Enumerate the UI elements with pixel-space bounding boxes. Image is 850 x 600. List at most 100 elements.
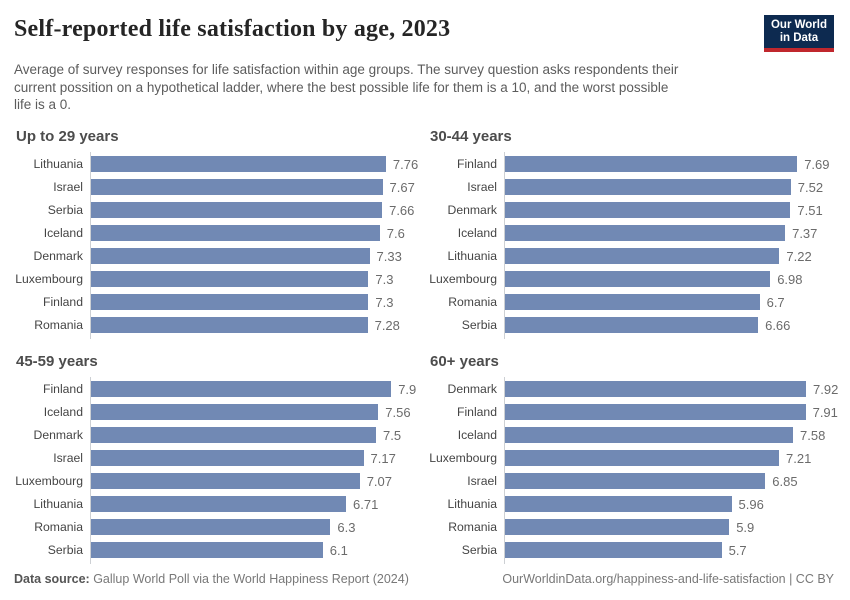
bar-track: 7.5	[90, 427, 420, 443]
bar[interactable]	[505, 427, 793, 443]
bar-track: 7.91	[504, 404, 838, 420]
country-label: Romania	[34, 520, 83, 534]
bar-row: Serbia 6.1	[14, 542, 420, 559]
value-label: 7.17	[370, 450, 396, 466]
bar[interactable]	[91, 450, 364, 466]
bar[interactable]	[91, 271, 369, 287]
value-label: 6.85	[772, 473, 798, 489]
country-label: Romania	[34, 318, 83, 332]
bar-track: 7.3	[90, 294, 420, 310]
bar-row: Israel 6.85	[428, 473, 834, 490]
value-label: 7.9	[398, 381, 417, 397]
bar-track: 7.3	[90, 271, 420, 287]
bar-row: Iceland 7.37	[428, 225, 834, 242]
country-label: Luxembourg	[429, 451, 497, 465]
value-label: 7.3	[375, 271, 394, 287]
value-label: 6.7	[766, 294, 785, 310]
bar-row: Finland 7.91	[428, 404, 838, 421]
bar-track: 7.52	[504, 179, 834, 195]
country-label: Israel	[467, 474, 497, 488]
bar[interactable]	[91, 294, 369, 310]
bar[interactable]	[505, 450, 779, 466]
value-label: 7.52	[797, 179, 824, 195]
country-label: Serbia	[47, 203, 83, 217]
bar-row: Romania 5.9	[428, 519, 834, 536]
value-label: 5.7	[728, 542, 747, 558]
bar[interactable]	[91, 179, 383, 195]
bar[interactable]	[505, 271, 771, 287]
bar-track: 7.33	[90, 248, 420, 264]
value-label: 7.91	[812, 404, 838, 420]
bar[interactable]	[505, 225, 786, 241]
bar[interactable]	[91, 519, 331, 535]
bar-track: 6.3	[90, 519, 420, 535]
bar-track: 7.56	[90, 404, 420, 420]
bar-chart-panel-3: 45-59 years Finland 7.9 Iceland 7.56 Denmark 7…	[14, 352, 420, 564]
bar[interactable]	[505, 156, 798, 172]
country-label: Israel	[467, 180, 497, 194]
bar[interactable]	[505, 496, 732, 512]
bar-track: 7.66	[90, 202, 420, 218]
panel-body: Finland 7.9 Iceland 7.56 Denmark 7.5 Israel 7.1…	[14, 376, 420, 564]
owid-logo[interactable]: Our World in Data	[763, 15, 834, 52]
bar[interactable]	[91, 496, 346, 512]
bar-row: Luxembourg 7.3	[14, 271, 420, 288]
bar[interactable]	[505, 179, 791, 195]
bar[interactable]	[505, 542, 722, 558]
bar-row: Iceland 7.58	[428, 427, 834, 444]
country-label: Finland	[457, 405, 497, 419]
bar[interactable]	[91, 248, 370, 264]
bar[interactable]	[91, 317, 368, 333]
panel-title: 45-59 years	[16, 352, 98, 370]
chart-subtitle: Average of survey responses for life sat…	[14, 61, 834, 114]
value-label: 7.33	[376, 248, 402, 264]
bar-row: Lithuania 6.71	[14, 496, 420, 513]
bar-track: 7.22	[504, 248, 834, 264]
value-label: 6.3	[337, 519, 356, 535]
bar[interactable]	[91, 404, 379, 420]
panel-title: 30-44 years	[430, 127, 512, 145]
country-label: Denmark	[33, 249, 83, 263]
bar[interactable]	[91, 225, 380, 241]
subtitle-line: life is a 0.	[14, 97, 72, 112]
country-label: Romania	[448, 295, 497, 309]
country-label: Serbia	[461, 318, 497, 332]
bar[interactable]	[505, 473, 766, 489]
country-label: Iceland	[457, 226, 497, 240]
bar[interactable]	[91, 202, 383, 218]
country-label: Denmark	[447, 203, 497, 217]
bar-row: Iceland 7.6	[14, 225, 420, 242]
bar[interactable]	[505, 202, 791, 218]
bar-row: Serbia 5.7	[428, 542, 834, 559]
page-title: Self-reported life satisfaction by age, …	[14, 16, 451, 42]
bar[interactable]	[91, 156, 386, 172]
bar[interactable]	[505, 381, 806, 397]
bar[interactable]	[91, 381, 392, 397]
country-label: Finland	[43, 295, 83, 309]
bar[interactable]	[505, 248, 780, 264]
bar-track: 6.98	[504, 271, 834, 287]
value-label: 7.3	[375, 294, 394, 310]
bar-track: 7.21	[504, 450, 834, 466]
country-label: Lithuania	[447, 497, 497, 511]
country-label: Lithuania	[33, 157, 83, 171]
bar-row: Serbia 6.66	[428, 317, 834, 334]
country-label: Serbia	[47, 543, 83, 557]
country-label: Finland	[43, 382, 83, 396]
value-label: 7.56	[385, 404, 411, 420]
footer-url[interactable]: OurWorldinData.org/happiness-and-life-sa…	[502, 572, 834, 586]
bar-row: Serbia 7.66	[14, 202, 420, 219]
bar-row: Iceland 7.56	[14, 404, 420, 421]
bar[interactable]	[505, 519, 730, 535]
panel-title: Up to 29 years	[16, 127, 119, 145]
bar[interactable]	[91, 542, 323, 558]
bar-row: Lithuania 7.76	[14, 156, 420, 173]
bar[interactable]	[91, 427, 376, 443]
bar[interactable]	[91, 473, 360, 489]
bar[interactable]	[505, 404, 806, 420]
value-label: 7.6	[386, 225, 405, 241]
footer: Data source: Gallup World Poll via the W…	[14, 572, 834, 600]
country-label: Serbia	[461, 543, 497, 557]
bar[interactable]	[505, 317, 759, 333]
bar[interactable]	[505, 294, 760, 310]
